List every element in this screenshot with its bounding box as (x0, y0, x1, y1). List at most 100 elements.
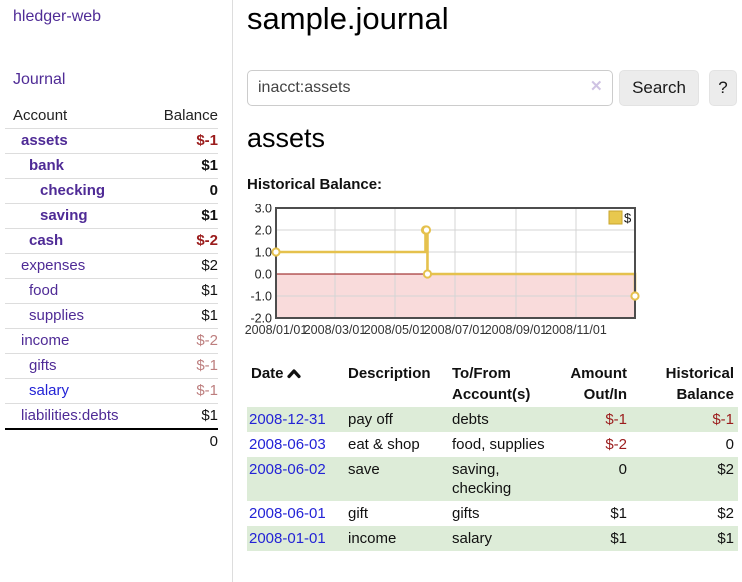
y-axis-tick-label: 1.0 (255, 246, 272, 260)
txn-description-cell: eat & shop (348, 436, 420, 453)
sidebar-account-link[interactable]: salary (29, 382, 70, 399)
sidebar-account-balance: $1 (201, 157, 218, 174)
search-button[interactable]: Search (619, 70, 699, 106)
transaction-row: 2008-01-01 income salary $1 $1 (247, 526, 738, 551)
search-input[interactable] (247, 70, 613, 106)
txn-date-cell: 2008-01-01 (247, 526, 344, 551)
col-header-balance: Historical Balance (665, 365, 734, 403)
txn-date-cell: 2008-06-01 (247, 501, 344, 526)
x-axis-tick-label: 2008/05/01 (364, 323, 427, 337)
y-axis-tick-label: 0.0 (255, 268, 272, 282)
txn-amount-cell: $-2 (605, 436, 627, 453)
txn-amount-cell: 0 (618, 461, 627, 478)
y-axis-tick-label: 2.0 (255, 224, 272, 238)
txn-amount-cell: $1 (610, 530, 627, 547)
account-heading: assets (247, 123, 326, 153)
txn-balance-cell: $2 (717, 505, 734, 522)
main-content: sample.journal ✕ Search ? assets Histori… (245, 0, 738, 582)
txn-date-link[interactable]: 2008-01-01 (249, 530, 326, 547)
transaction-row: 2008-06-01 gift gifts $1 $2 (247, 501, 738, 526)
x-axis-tick-label: 2008/07/01 (424, 323, 487, 337)
txn-balance-cell: $2 (717, 461, 734, 478)
txn-amount-cell: $1 (610, 505, 627, 522)
register-body: 2008-12-31 pay off debts $-1 $-1 2008-06-03 ea… (247, 407, 738, 551)
txn-accounts-cell: salary (452, 530, 493, 547)
txn-date-cell: 2008-06-03 (247, 432, 344, 457)
transaction-row: 2008-06-03 eat & shop food, supplies $-2 0 (247, 432, 738, 457)
app-brand-link[interactable]: hledger-web (13, 8, 102, 25)
txn-date-cell: 2008-12-31 (247, 407, 344, 432)
sidebar-account-balance: $2 (201, 257, 218, 274)
sidebar-account-row: expenses $2 (5, 253, 218, 278)
x-axis-tick-label: 2008/01/01 (245, 323, 308, 337)
register-table: Date Description To/From Account(s) Amou… (247, 361, 738, 551)
register-header-row: Date Description To/From Account(s) Amou… (247, 361, 738, 407)
sidebar-account-link[interactable]: assets (21, 132, 68, 149)
sort-asc-icon (286, 369, 301, 379)
x-axis-tick-label: 2008/03/01 (304, 323, 367, 337)
legend-label: $ (624, 211, 632, 226)
sidebar-account-link[interactable]: gifts (29, 357, 57, 374)
txn-date-link[interactable]: 2008-06-03 (249, 436, 326, 453)
txn-description-cell: save (348, 461, 380, 478)
sidebar-account-row: salary $-1 (5, 378, 218, 403)
txn-date-link[interactable]: 2008-06-01 (249, 505, 326, 522)
txn-accounts-cell: food, supplies (452, 436, 545, 453)
sidebar-account-link[interactable]: expenses (21, 257, 86, 274)
txn-description-cell: gift (348, 505, 369, 522)
sidebar-account-balance: $1 (201, 207, 218, 224)
sidebar-account-balance: $-1 (196, 132, 218, 149)
transaction-row: 2008-06-02 save saving, checking 0 $2 (247, 457, 738, 501)
search-form: ✕ Search ? (247, 70, 738, 106)
sidebar-account-row: supplies $1 (5, 303, 218, 328)
col-header-accounts: To/From Account(s) (452, 365, 531, 403)
accounts-table: Account Balance assets $-1 bank $1 checking 0… (5, 104, 218, 454)
y-axis-tick-label: -2.0 (250, 312, 272, 326)
sidebar-account-link[interactable]: liabilities:debts (21, 407, 119, 424)
x-axis-tick-label: 2008/11/01 (545, 323, 607, 337)
sidebar-account-link[interactable]: bank (29, 157, 65, 174)
sidebar-account-row: bank $1 (5, 153, 218, 178)
txn-balance-cell: 0 (725, 436, 734, 453)
accounts-header-balance: Balance (163, 107, 218, 124)
data-point-marker (271, 247, 281, 257)
sidebar-account-balance: $-2 (196, 232, 218, 249)
txn-accounts-cell: gifts (452, 505, 480, 522)
historical-balance-chart: 3.0 2.0 1.0 0.0 -1.0 -2.02008/01/012008/03/01… (245, 204, 640, 337)
sidebar-account-balance: $-2 (196, 332, 218, 349)
sidebar-account-link[interactable]: checking (40, 182, 106, 199)
sidebar-account-balance: $1 (201, 307, 218, 324)
data-point-marker (421, 225, 432, 235)
txn-description-cell: pay off (348, 411, 393, 428)
sidebar-account-balance: $-1 (196, 382, 218, 399)
sidebar-account-link[interactable]: food (29, 282, 59, 299)
sidebar-account-link[interactable]: income (21, 332, 70, 349)
sidebar-account-link[interactable]: supplies (29, 307, 85, 324)
sidebar-account-link[interactable]: saving (40, 207, 88, 224)
txn-date-link[interactable]: 2008-12-31 (249, 411, 326, 428)
page-title: sample.journal (247, 1, 449, 36)
transaction-row: 2008-12-31 pay off debts $-1 $-1 (247, 407, 738, 432)
x-axis-tick-label: 2008/09/01 (485, 323, 548, 337)
account-tree: assets $-1 bank $1 checking 0 saving $1 cash $-2 e… (5, 128, 218, 428)
txn-amount-cell: $-1 (605, 411, 627, 428)
sidebar-account-row: cash $-2 (5, 228, 218, 253)
col-header-description: Description (348, 365, 431, 382)
col-header-date[interactable]: Date (247, 361, 344, 407)
sidebar-account-row: liabilities:debts $1 (5, 403, 218, 428)
txn-accounts-cell: debts (452, 411, 489, 428)
sidebar-account-row: food $1 (5, 278, 218, 303)
txn-balance-cell: $-1 (712, 411, 734, 428)
y-axis-tick-label: 3.0 (255, 204, 272, 216)
sidebar-account-link[interactable]: cash (29, 232, 64, 249)
txn-balance-cell: $1 (717, 530, 734, 547)
accounts-table-header: Account Balance (5, 104, 218, 128)
sidebar-account-balance: $1 (201, 282, 218, 299)
sidebar-account-row: gifts $-1 (5, 353, 218, 378)
help-button[interactable]: ? (709, 70, 737, 106)
sidebar-account-row: saving $1 (5, 203, 218, 228)
sidebar-item-journal[interactable]: Journal (13, 71, 66, 88)
clear-search-icon[interactable]: ✕ (590, 78, 603, 95)
txn-date-link[interactable]: 2008-06-02 (249, 461, 326, 478)
accounts-total: 0 (5, 428, 218, 454)
